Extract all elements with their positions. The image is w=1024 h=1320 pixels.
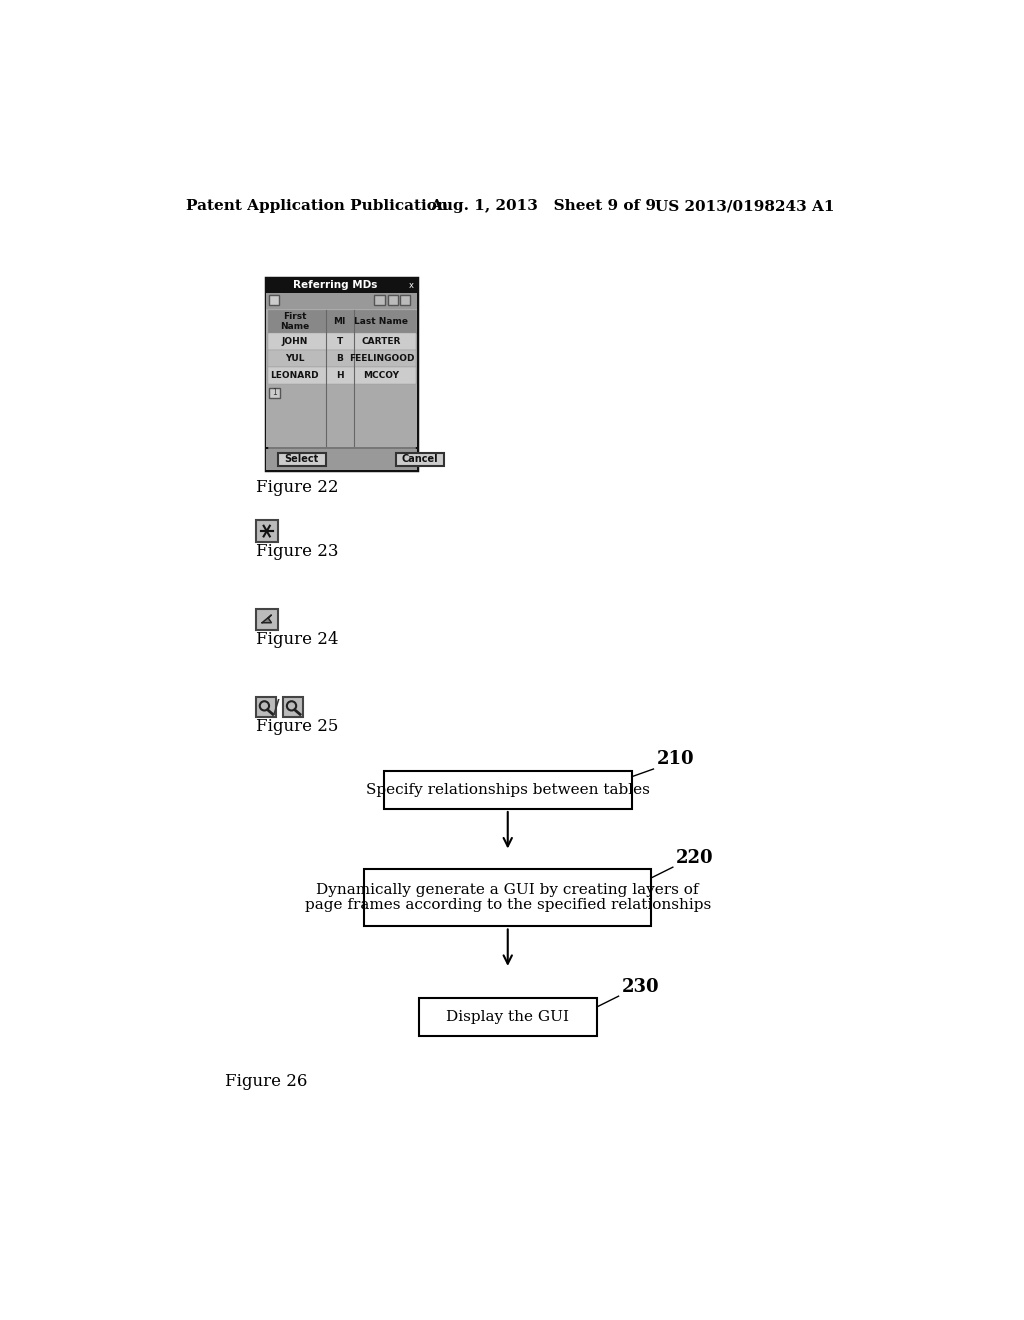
Text: T: T — [337, 337, 343, 346]
FancyBboxPatch shape — [400, 296, 410, 305]
Text: Figure 25: Figure 25 — [256, 718, 338, 735]
Text: B: B — [336, 354, 343, 363]
Text: Figure 23: Figure 23 — [256, 543, 338, 560]
Text: CARTER: CARTER — [361, 337, 401, 346]
FancyBboxPatch shape — [375, 296, 385, 305]
FancyBboxPatch shape — [278, 453, 326, 466]
FancyBboxPatch shape — [388, 296, 397, 305]
FancyBboxPatch shape — [365, 869, 651, 927]
Text: Select: Select — [285, 454, 318, 465]
Text: /: / — [273, 698, 281, 717]
Text: H: H — [336, 371, 343, 380]
Text: YUL: YUL — [285, 354, 304, 363]
FancyBboxPatch shape — [266, 309, 417, 447]
FancyBboxPatch shape — [269, 388, 280, 397]
Text: US 2013/0198243 A1: US 2013/0198243 A1 — [655, 199, 835, 213]
Text: 210: 210 — [656, 750, 694, 768]
FancyBboxPatch shape — [267, 350, 416, 367]
Text: Referring MDs: Referring MDs — [293, 280, 378, 290]
FancyBboxPatch shape — [267, 310, 416, 333]
Text: MI: MI — [334, 317, 346, 326]
FancyBboxPatch shape — [283, 697, 303, 718]
Text: x: x — [410, 281, 414, 290]
FancyBboxPatch shape — [267, 367, 416, 384]
Text: 230: 230 — [622, 978, 659, 995]
FancyBboxPatch shape — [266, 449, 417, 470]
Text: Dynamically generate a GUI by creating layers of: Dynamically generate a GUI by creating l… — [316, 883, 699, 896]
FancyBboxPatch shape — [266, 277, 417, 293]
Text: Patent Application Publication: Patent Application Publication — [186, 199, 449, 213]
FancyBboxPatch shape — [256, 609, 278, 631]
Text: page frames according to the specified relationships: page frames according to the specified r… — [304, 899, 711, 912]
Text: Last Name: Last Name — [354, 317, 409, 326]
FancyBboxPatch shape — [266, 293, 417, 309]
FancyBboxPatch shape — [419, 998, 597, 1036]
Text: FEELINGOOD: FEELINGOOD — [349, 354, 414, 363]
Text: Aug. 1, 2013   Sheet 9 of 9: Aug. 1, 2013 Sheet 9 of 9 — [430, 199, 656, 213]
Text: Figure 22: Figure 22 — [256, 479, 338, 496]
Text: 220: 220 — [676, 849, 714, 866]
Text: 1: 1 — [272, 388, 276, 397]
Text: JOHN: JOHN — [282, 337, 308, 346]
Text: Figure 26: Figure 26 — [225, 1073, 307, 1090]
FancyBboxPatch shape — [267, 385, 416, 447]
FancyBboxPatch shape — [256, 697, 276, 718]
FancyBboxPatch shape — [269, 296, 280, 305]
Text: Cancel: Cancel — [401, 454, 438, 465]
FancyBboxPatch shape — [266, 277, 417, 470]
Text: Display the GUI: Display the GUI — [446, 1010, 569, 1024]
Text: Figure 24: Figure 24 — [256, 631, 338, 648]
Polygon shape — [262, 615, 271, 623]
Text: Specify relationships between tables: Specify relationships between tables — [366, 783, 649, 797]
FancyBboxPatch shape — [396, 453, 444, 466]
FancyBboxPatch shape — [267, 333, 416, 350]
FancyBboxPatch shape — [384, 771, 632, 809]
Text: LEONARD: LEONARD — [270, 371, 318, 380]
Text: MCCOY: MCCOY — [364, 371, 399, 380]
Text: First
Name: First Name — [280, 313, 309, 331]
FancyBboxPatch shape — [256, 520, 278, 543]
